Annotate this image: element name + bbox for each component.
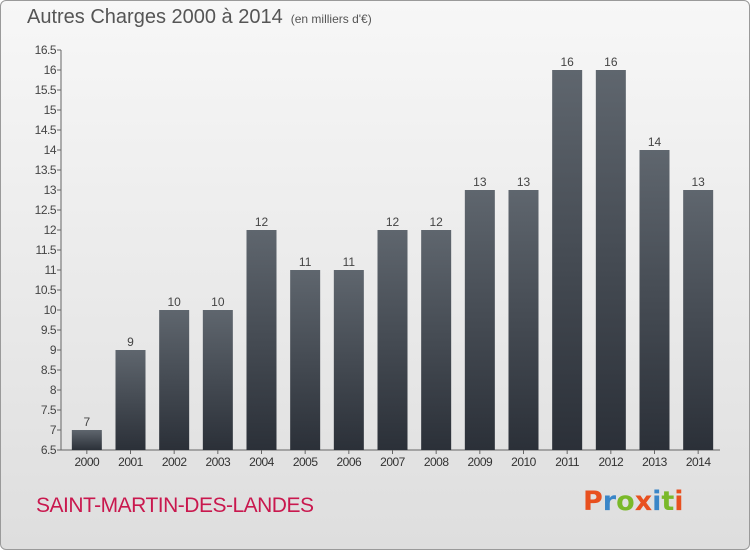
bar-value-label: 12 <box>429 215 443 229</box>
x-tick-label: 2009 <box>467 455 493 469</box>
y-tick-label: 8.5 <box>41 363 57 377</box>
bar-value-label: 12 <box>255 215 269 229</box>
x-tick-label: 2010 <box>511 455 537 469</box>
y-tick-label: 10 <box>44 303 57 317</box>
bar <box>595 70 626 450</box>
y-tick-label: 14.5 <box>35 123 57 137</box>
y-tick-label: 12 <box>44 223 57 237</box>
bar <box>71 430 102 450</box>
logo-letter: P <box>583 486 603 517</box>
logo-letter: i <box>652 486 662 517</box>
y-tick-label: 7.5 <box>41 403 57 417</box>
bar <box>508 190 539 450</box>
logo-letter: o <box>616 486 635 517</box>
bar-value-label: 10 <box>211 295 225 309</box>
chart-axes: 6.5 7 7.5 8 8.5 9 9.5 10 10.5 11 11.5 12 12.5 13 13.5 1… <box>35 43 720 457</box>
bar <box>464 190 495 450</box>
x-tick-label: 2002 <box>162 455 188 469</box>
y-tick-label: 9.5 <box>41 323 57 337</box>
x-tick-label: 2014 <box>686 455 712 469</box>
y-tick-label: 16.5 <box>35 43 57 57</box>
chart-title: Autres Charges 2000 à 2014 (en milliers d… <box>27 6 372 29</box>
bar <box>333 270 364 450</box>
logo-letter: t <box>661 486 675 517</box>
logo-letter: x <box>634 486 653 517</box>
logo-letter: i <box>674 486 684 517</box>
y-tick-label: 14 <box>44 143 57 157</box>
x-tick-label: 2007 <box>380 455 406 469</box>
chart-bars: 7 2000 9 2001 10 2002 10 2003 12 2004 11 2005 11 2006… <box>71 55 714 469</box>
bar-value-label: 7 <box>83 415 90 429</box>
y-tick-label: 6.5 <box>41 443 57 457</box>
x-tick-label: 2000 <box>74 455 100 469</box>
y-tick-label: 15.5 <box>35 83 57 97</box>
y-tick-label: 13 <box>44 183 57 197</box>
y-tick-label: 16 <box>44 63 57 77</box>
y-tick-label: 13.5 <box>35 163 57 177</box>
bar-value-label: 10 <box>167 295 181 309</box>
x-tick-label: 2008 <box>424 455 450 469</box>
bar <box>421 230 452 450</box>
bar <box>377 230 408 450</box>
y-tick-label: 7 <box>50 423 57 437</box>
bar-value-label: 14 <box>648 135 662 149</box>
x-tick-label: 2003 <box>205 455 231 469</box>
chart-unit: (en milliers d'€) <box>290 12 372 26</box>
bar-value-label: 11 <box>343 255 356 269</box>
x-tick-label: 2006 <box>336 455 362 469</box>
y-tick-label: 10.5 <box>35 283 57 297</box>
place-name: SAINT-MARTIN-DES-LANDES <box>36 494 314 517</box>
bar-value-label: 12 <box>386 215 400 229</box>
y-tick-label: 15 <box>44 103 57 117</box>
bar-value-label: 13 <box>517 175 531 189</box>
y-tick-label: 12.5 <box>35 203 57 217</box>
bar <box>552 70 583 450</box>
bar-value-label: 16 <box>560 55 574 69</box>
bar-value-label: 13 <box>473 175 487 189</box>
bar-value-label: 16 <box>604 55 618 69</box>
y-tick-label: 9 <box>50 343 57 357</box>
y-tick-label: 8 <box>50 383 57 397</box>
x-tick-label: 2013 <box>642 455 668 469</box>
bar <box>159 310 190 450</box>
x-tick-label: 2011 <box>555 455 580 469</box>
bar-value-label: 9 <box>127 335 134 349</box>
x-tick-label: 2001 <box>118 455 144 469</box>
bar-value-label: 13 <box>691 175 705 189</box>
bar <box>246 230 277 450</box>
bar <box>639 150 670 450</box>
x-tick-label: 2004 <box>249 455 275 469</box>
bar <box>683 190 714 450</box>
bar <box>202 310 233 450</box>
y-tick-label: 11.5 <box>36 243 57 257</box>
bar <box>115 350 146 450</box>
x-tick-label: 2012 <box>598 455 624 469</box>
chart-title-text: Autres Charges 2000 à 2014 <box>27 6 283 28</box>
y-tick-label: 11 <box>45 263 57 277</box>
bar <box>290 270 321 450</box>
x-tick-label: 2005 <box>293 455 319 469</box>
bar-value-label: 11 <box>299 255 312 269</box>
logo-letter: r <box>602 486 617 517</box>
proxiti-logo[interactable]: Proxiti <box>583 486 684 517</box>
